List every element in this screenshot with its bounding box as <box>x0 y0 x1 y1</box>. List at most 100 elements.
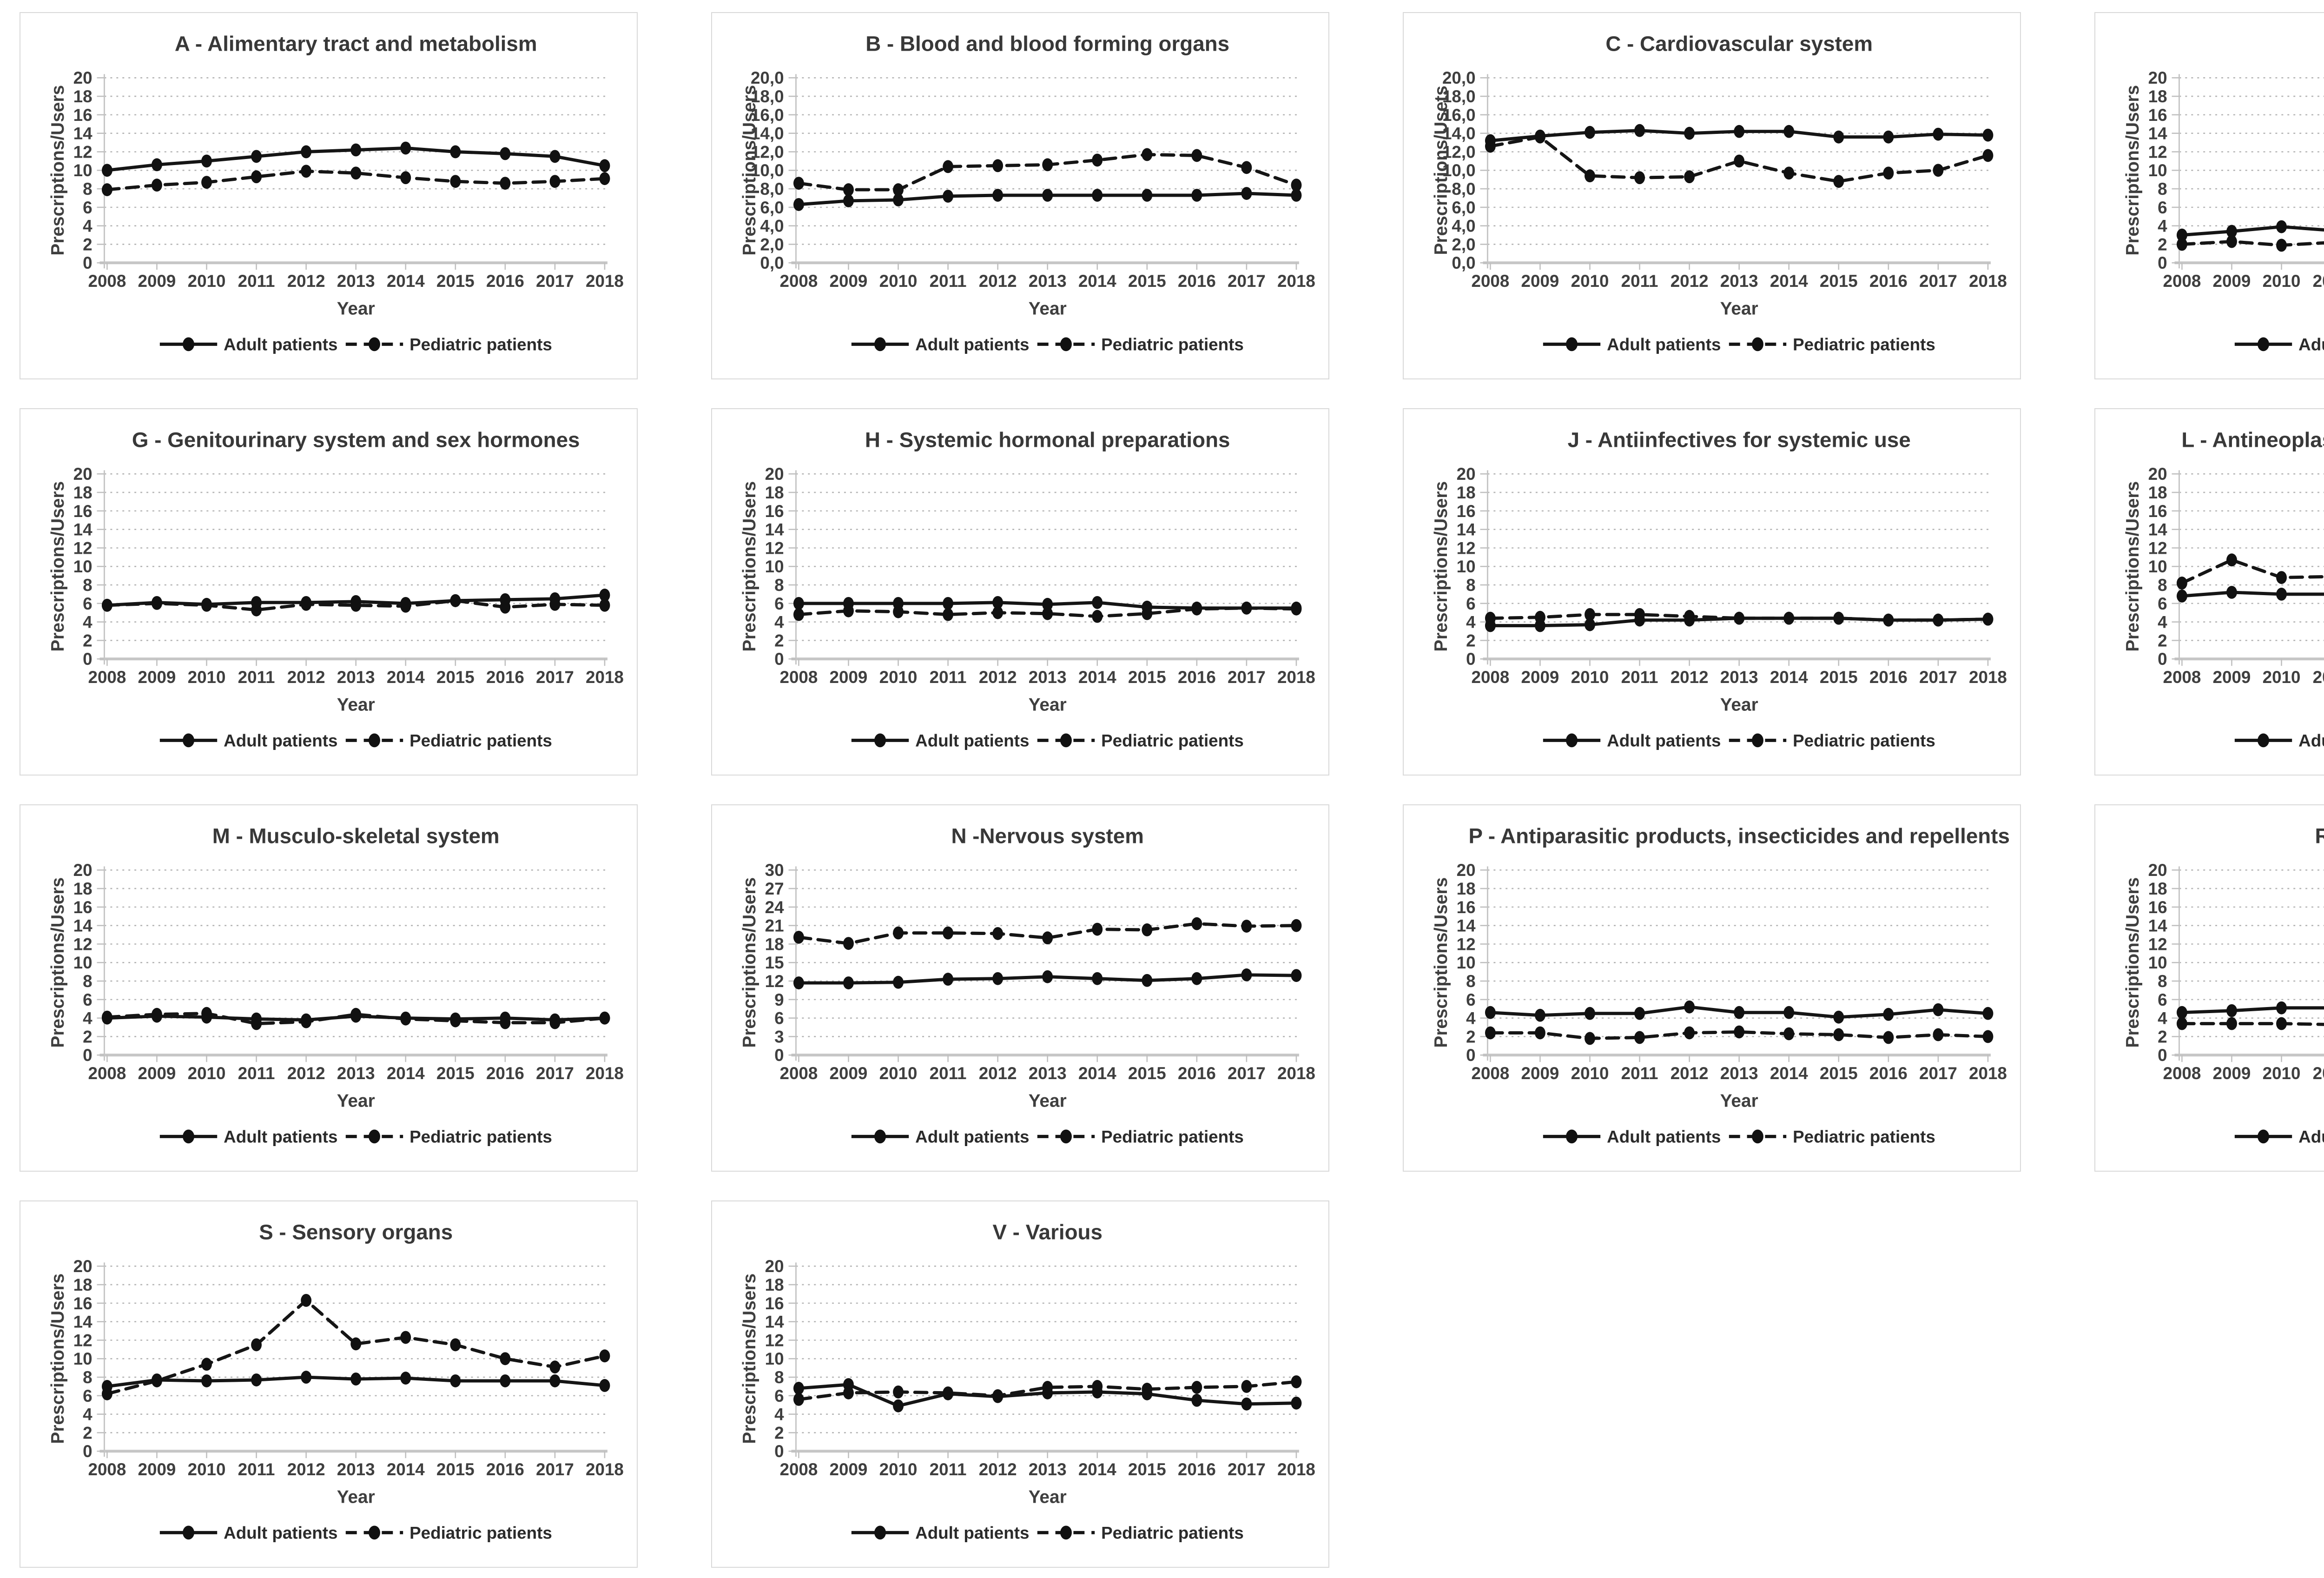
legend-pediatric-label: Pediatric patients <box>409 1127 552 1146</box>
x-tick-label: 2015 <box>436 1460 475 1479</box>
y-tick-label: 10 <box>2148 557 2167 576</box>
x-tick-label: 2016 <box>1178 1064 1216 1083</box>
x-axis-title: Year <box>1720 1091 1758 1111</box>
y-tick-label: 14,0 <box>1442 124 1476 143</box>
pediatric-marker <box>1734 154 1745 168</box>
adult-marker <box>1142 189 1153 202</box>
y-tick-label: 16 <box>765 1294 784 1313</box>
legend-adult-marker <box>183 733 194 748</box>
y-tick-label: 20,0 <box>1442 68 1476 87</box>
pediatric-marker <box>2176 1017 2187 1030</box>
y-tick-label: 0 <box>2158 1046 2167 1065</box>
chart-title: L - Antineoplastic and immunomodulating … <box>2181 428 2324 452</box>
chart-title: A - Alimentary tract and metabolism <box>175 32 537 56</box>
adult-marker <box>599 159 610 172</box>
pediatric-marker <box>1291 919 1302 932</box>
x-tick-label: 2011 <box>238 272 275 291</box>
x-axis-title: Year <box>1029 695 1067 715</box>
adult-marker <box>943 190 954 203</box>
adult-marker <box>1535 1008 1545 1022</box>
pediatric-marker <box>450 594 461 607</box>
adult-marker <box>1833 130 1844 144</box>
adult-marker <box>1042 970 1053 983</box>
pediatric-marker <box>1191 149 1202 162</box>
pediatric-marker <box>201 176 212 189</box>
adult-marker <box>201 154 212 168</box>
chart-title: P - Antiparasitic products, insecticides… <box>1468 824 2009 848</box>
x-tick-label: 2016 <box>1178 1460 1216 1479</box>
adult-marker <box>793 976 804 989</box>
y-tick-label: 4 <box>83 1009 92 1028</box>
pediatric-marker <box>1933 613 1944 627</box>
adult-marker <box>793 1382 804 1395</box>
legend-pediatric-marker <box>369 337 380 351</box>
adult-marker <box>2276 1001 2287 1014</box>
legend-adult-label: Adult patients <box>1607 731 1721 750</box>
pediatric-marker <box>1092 610 1103 623</box>
pediatric-marker <box>2276 571 2287 584</box>
x-tick-label: 2012 <box>979 1460 1017 1479</box>
y-tick-label: 2 <box>774 631 784 650</box>
legend-adult-marker <box>183 337 194 351</box>
pediatric-marker <box>101 1010 112 1024</box>
y-tick-label: 9 <box>774 990 784 1009</box>
y-axis-title: Prescriptions/Users <box>48 85 68 256</box>
x-tick-label: 2015 <box>1820 668 1858 687</box>
legend-pediatric-marker <box>1060 1525 1072 1540</box>
legend-pediatric-label: Pediatric patients <box>1101 731 1244 750</box>
adult-marker <box>1684 1000 1695 1014</box>
pediatric-marker <box>1982 1030 1994 1043</box>
pediatric-marker <box>549 1016 561 1029</box>
y-tick-label: 12 <box>2148 142 2167 161</box>
y-tick-label: 2 <box>83 1027 92 1046</box>
x-tick-label: 2013 <box>337 1460 375 1479</box>
y-tick-label: 2 <box>2158 631 2167 650</box>
adult-marker <box>1634 124 1645 137</box>
y-tick-label: 2 <box>83 1423 92 1442</box>
pediatric-marker <box>1535 610 1545 624</box>
y-tick-label: 4 <box>1466 1009 1476 1028</box>
y-tick-label: 14 <box>73 520 92 539</box>
pediatric-marker <box>1634 1031 1645 1044</box>
x-tick-label: 2010 <box>879 668 918 687</box>
x-tick-label: 2016 <box>1178 272 1216 291</box>
pediatric-marker <box>1883 613 1894 627</box>
adult-marker <box>943 973 954 986</box>
y-tick-label: 8 <box>1466 576 1475 595</box>
y-tick-label: 16,0 <box>1442 106 1476 125</box>
y-tick-label: 2 <box>83 235 92 254</box>
pediatric-marker <box>301 1293 312 1307</box>
legend-adult-label: Adult patients <box>2298 1127 2324 1146</box>
pediatric-marker <box>1634 608 1645 621</box>
adult-marker <box>943 597 954 610</box>
pediatric-series-line <box>2180 240 2324 247</box>
x-tick-label: 2014 <box>1078 668 1116 687</box>
x-tick-label: 2011 <box>2313 272 2324 291</box>
adult-marker <box>500 1374 511 1387</box>
x-tick-label: 2008 <box>1471 272 1509 291</box>
x-tick-label: 2009 <box>138 668 176 687</box>
pediatric-series-line <box>2180 558 2324 585</box>
y-axis-title: Prescriptions/Users <box>48 877 68 1048</box>
legend-adult-label: Adult patients <box>2298 731 2324 750</box>
x-tick-label: 2016 <box>1869 272 1908 291</box>
pediatric-series-line <box>105 1012 607 1026</box>
chart-title: H - Systemic hormonal preparations <box>865 428 1230 452</box>
y-tick-label: 14 <box>2148 916 2167 935</box>
adult-marker <box>1042 597 1053 611</box>
pediatric-marker <box>1535 130 1545 144</box>
y-tick-label: 4 <box>2158 217 2167 236</box>
x-tick-label: 2014 <box>387 272 425 291</box>
x-tick-label: 2011 <box>930 272 967 291</box>
x-tick-label: 2017 <box>536 1064 574 1083</box>
adult-marker <box>1291 189 1302 202</box>
pediatric-marker <box>400 171 411 185</box>
pediatric-marker <box>301 597 312 611</box>
adult-marker <box>400 141 411 155</box>
y-tick-label: 8,0 <box>760 179 784 199</box>
pediatric-series-line <box>797 606 1298 618</box>
chart-panel-V: V - Various 0 2 4 6 8 10 12 14 16 18 20 2008 2009 2010… <box>711 1200 1329 1568</box>
pediatric-marker <box>1982 612 1994 626</box>
